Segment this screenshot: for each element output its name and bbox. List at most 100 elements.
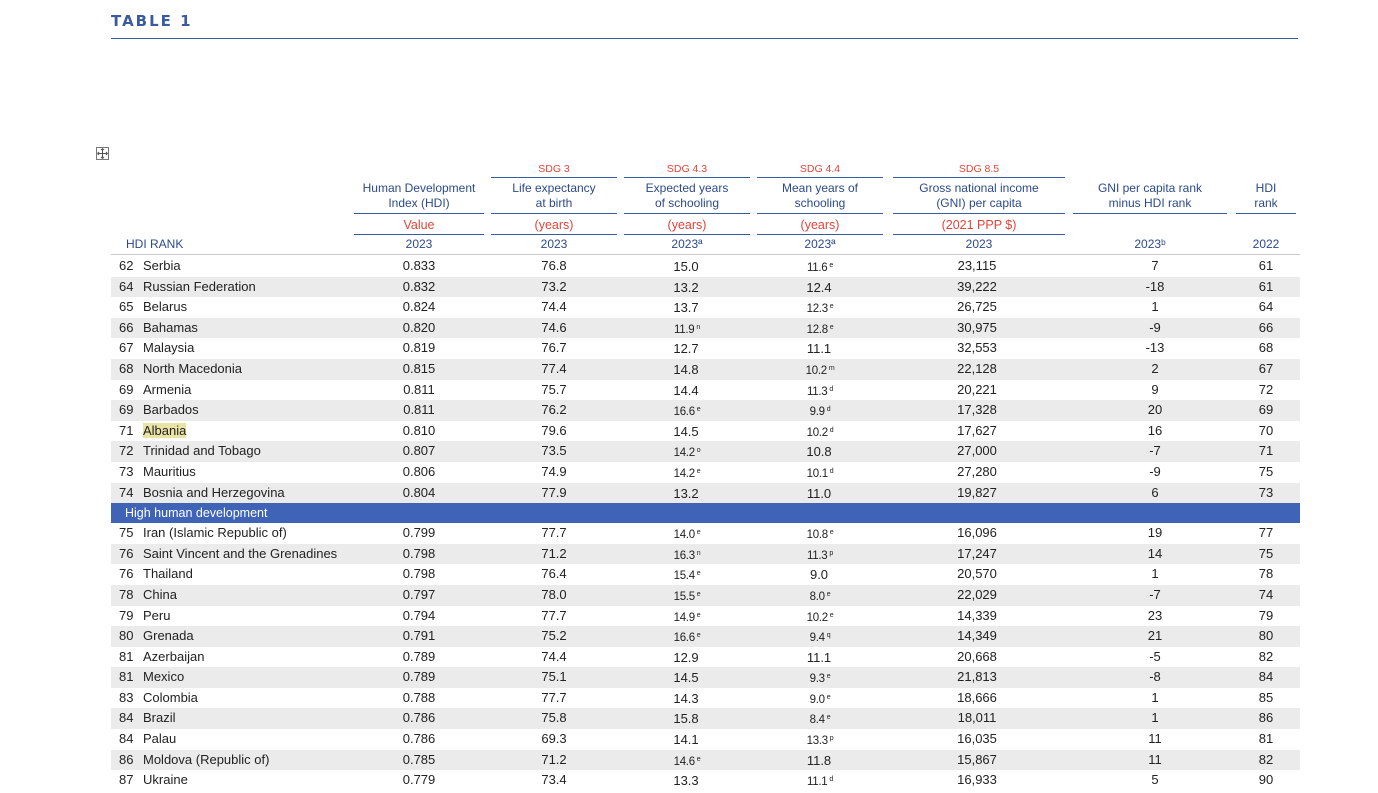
column-year: 2023 (540, 237, 568, 251)
cell-hdi: 0.789 (402, 669, 436, 685)
table-cell: 14,349 (957, 626, 997, 647)
cell-life: 77.7 (541, 689, 567, 705)
table-row: 84 Palau 0.786 69.3 14.1 13.3 p 16,035 11 81 (111, 729, 1300, 750)
column-unit: (2021 PPP $) (941, 218, 1017, 232)
row-hdi-rank: 74 (119, 484, 134, 500)
row-country-name: Trinidad and Tobago (143, 443, 261, 459)
row-country: Armenia (143, 380, 191, 401)
table-cell: 15.0 (673, 256, 700, 278)
table-cell: 90 (1259, 770, 1273, 791)
column-sdg-rule (757, 177, 883, 178)
table-cell: 0.791 (403, 626, 436, 647)
table-cell: 79 (1259, 606, 1273, 627)
table-cell: 71.2 (541, 544, 566, 565)
cell-hdi2022: 69 (1258, 402, 1274, 418)
cell-mean: 11.1 (807, 776, 828, 789)
row-hdi-rank: 81 (119, 648, 134, 664)
column-year: 2023 (965, 237, 993, 251)
cell-exp: 13.7 (673, 300, 699, 316)
cell-gni-rank: -5 (1149, 648, 1161, 664)
table-cell: 85 (1259, 688, 1273, 709)
table-move-handle-icon[interactable] (96, 147, 109, 160)
column-name-rule (893, 213, 1065, 214)
cell-footnote: n (696, 549, 701, 557)
table-cell: 75.1 (541, 667, 566, 688)
cell-life: 74.4 (541, 648, 567, 664)
table-row: 80 Grenada 0.791 75.2 16.6 e 9.4 q 14,349 21 80 (111, 626, 1300, 647)
cell-hdi2022: 68 (1258, 340, 1274, 356)
cell-life: 73.4 (541, 772, 567, 788)
row-hdi-rank: 78 (119, 586, 134, 602)
cell-mean: 11.3 (807, 385, 828, 398)
cell-hdi2022: 61 (1258, 258, 1274, 273)
table-cell: 74.6 (541, 318, 566, 339)
row-country-name: Armenia (143, 381, 192, 397)
table-cell: 14.8 (673, 359, 700, 381)
table-cell: 32,553 (957, 338, 997, 359)
row-country-name: Brazil (143, 710, 176, 726)
row-country-name: Malaysia (143, 340, 195, 356)
row-hdi-rank: 67 (119, 340, 134, 356)
table-cell: 23,115 (958, 256, 997, 277)
table-cell: 77.7 (541, 523, 566, 544)
cell-exp: 14.1 (673, 732, 699, 748)
cell-gni-rank: -18 (1145, 278, 1165, 294)
column-year: 2023 (405, 237, 433, 251)
row-country: Barbados (143, 400, 199, 421)
cell-hdi: 0.815 (402, 360, 436, 376)
cell-hdi2022: 80 (1258, 628, 1274, 644)
table-cell: 14.4 (673, 380, 700, 402)
cell-life: 75.7 (541, 381, 567, 397)
table-cell: 8.4 e (810, 708, 831, 731)
table-cell: 74.4 (541, 297, 566, 318)
cell-exp: 14.8 (673, 361, 699, 377)
cell-mean: 10.2 (806, 611, 828, 624)
row-country: Iran (Islamic Republic of) (143, 523, 287, 544)
cell-exp: 13.3 (673, 773, 699, 789)
row-country-name: Mauritius (143, 463, 196, 479)
column-name-rule (491, 213, 617, 214)
table-cell: 0.786 (403, 729, 436, 750)
table-cell: 13.3 (673, 770, 700, 792)
column-unit-rule (354, 234, 484, 235)
table-cell: 27,280 (957, 462, 997, 483)
table-row: 72 Trinidad and Tobago 0.807 73.5 14.2 o 10.8 2… (111, 441, 1300, 462)
table-cell: 1 (1151, 688, 1158, 709)
row-country-name: Barbados (143, 402, 199, 418)
table-cell: 14.9 e (674, 606, 701, 629)
cell-hdi2022: 74 (1258, 586, 1274, 602)
cell-life: 76.4 (541, 566, 567, 582)
row-country-name: Moldova (Republic of) (143, 751, 270, 767)
table-cell: 20,221 (957, 380, 997, 401)
cell-hdi2022: 82 (1258, 648, 1274, 664)
cell-gni: 16,096 (957, 525, 997, 541)
cell-gni-rank: 6 (1151, 484, 1159, 500)
cell-mean: 12.4 (806, 279, 832, 295)
row-country: Albania (143, 421, 187, 442)
cell-life: 75.8 (541, 710, 567, 726)
column-unit-rule (757, 234, 883, 235)
table-cell: 80 (1259, 626, 1273, 647)
cell-mean: 8.0 (809, 590, 825, 603)
row-country: Mexico (143, 667, 184, 688)
cell-footnote: e (696, 611, 701, 619)
row-country: China (143, 585, 177, 606)
table-cell: 0.798 (403, 564, 436, 585)
cell-life: 74.9 (541, 463, 567, 479)
table-cell: 30,975 (957, 318, 997, 339)
column-name-line1: Human Development (362, 181, 476, 195)
column-name-line1: GNI per capita rank (1097, 181, 1203, 195)
cell-hdi2022: 70 (1258, 422, 1274, 438)
table-cell: 77 (1259, 523, 1273, 544)
cell-mean: 11.6 (807, 262, 828, 274)
column-name-line2: of schooling (654, 196, 720, 210)
cell-hdi: 0.786 (402, 731, 436, 747)
cell-life: 78.0 (541, 586, 567, 602)
cell-exp: 11.9 (674, 323, 695, 336)
cell-gni: 32,553 (957, 340, 997, 356)
table-cell: 16.3 n (674, 544, 701, 567)
cell-footnote: e (696, 406, 701, 414)
column-sdg-label: SDG 8.5 (958, 163, 1000, 175)
table-cell: 75.8 (541, 708, 566, 729)
cell-hdi2022: 67 (1258, 360, 1274, 376)
